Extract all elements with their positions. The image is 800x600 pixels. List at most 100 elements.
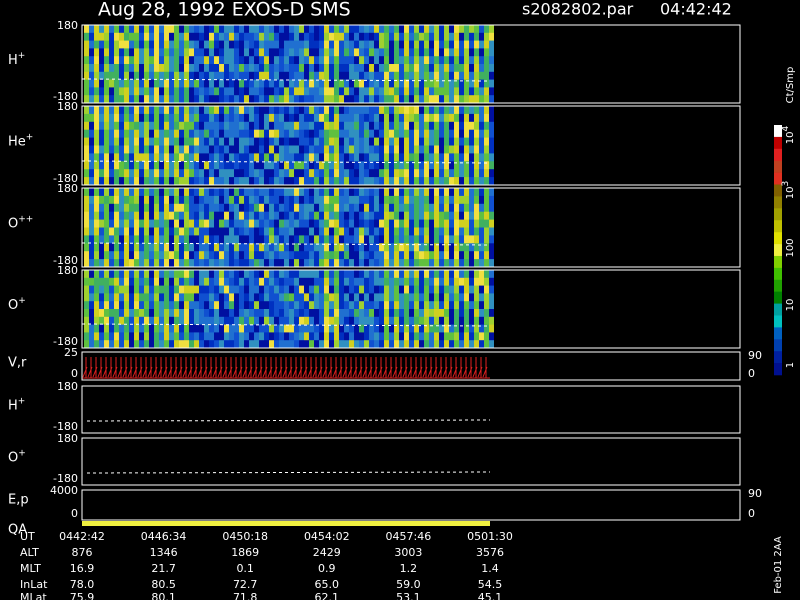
spectrogram-cell — [339, 121, 344, 131]
spectrogram-cell — [304, 153, 309, 162]
spectrogram-cell — [454, 153, 459, 162]
spectrogram-cell — [459, 203, 464, 213]
spectrogram-cell — [359, 95, 364, 104]
velocity-slash — [202, 366, 208, 378]
spectrogram-cell — [244, 79, 249, 88]
spectrogram-cell — [294, 211, 299, 221]
spectrogram-cell — [364, 48, 369, 57]
spectrogram-cell — [469, 95, 474, 104]
velocity-slash — [242, 366, 248, 378]
spectrogram-cell — [159, 106, 164, 115]
spectrogram-cell — [89, 227, 94, 236]
spectrogram-cell — [469, 106, 474, 115]
spectrogram-cell — [474, 188, 479, 197]
spectrogram-cell — [319, 106, 324, 115]
spectrogram-cell — [144, 79, 149, 88]
spectrogram-cell — [404, 316, 409, 326]
spectrogram-cell — [409, 188, 414, 197]
spectrogram-cell — [484, 79, 489, 88]
spectrogram-cell — [409, 169, 414, 178]
spectrogram-cell — [489, 95, 494, 104]
spectrogram-cell — [469, 145, 474, 154]
spectrogram-cell — [224, 40, 229, 49]
spectrogram-cell — [159, 129, 164, 139]
spectrogram-cell — [379, 129, 384, 139]
spectrogram-cell — [329, 270, 334, 279]
spectrogram-cell — [129, 106, 134, 115]
spectrogram-cell — [284, 48, 289, 57]
spectrogram-cell — [139, 87, 144, 96]
velocity-slash — [427, 366, 433, 378]
spectrogram-cell — [154, 301, 159, 310]
spectrogram-cell — [349, 235, 354, 244]
spectrogram-cell — [444, 177, 449, 186]
spectrogram-cell — [484, 243, 489, 252]
spectrogram-cell — [379, 56, 384, 65]
spectrogram-cell — [299, 324, 304, 333]
spectrogram-cell — [214, 87, 219, 96]
spectrogram-cell — [459, 161, 464, 170]
spectrogram-cell — [244, 203, 249, 213]
spectrogram-cell — [104, 177, 109, 186]
spectrogram-cell — [484, 277, 489, 287]
spectrogram-cell — [379, 32, 384, 42]
spectrogram-cell — [409, 270, 414, 279]
spectrogram-cell — [184, 227, 189, 236]
spectrogram-cell — [324, 332, 329, 341]
spectrogram-cell — [489, 113, 494, 123]
spectrogram-cell — [379, 48, 384, 57]
spectrogram-cell — [244, 169, 249, 178]
spectrogram-cell — [454, 129, 459, 139]
spectrogram-cell — [184, 177, 189, 186]
spectrogram-cell — [449, 169, 454, 178]
spectrogram-cell — [339, 87, 344, 96]
table-cell: 78.0 — [70, 578, 95, 591]
spectrogram-cell — [114, 79, 119, 88]
spectrogram-cell — [94, 145, 99, 154]
spectrogram-cell — [454, 309, 459, 318]
spectrogram-cell — [119, 177, 124, 186]
spectrogram-cell — [209, 25, 214, 34]
spectrogram-cell — [454, 324, 459, 333]
spectrogram-cell — [229, 113, 234, 123]
spectrogram-cell — [89, 32, 94, 42]
table-cell: 0446:34 — [141, 530, 187, 543]
velocity-slash — [212, 366, 218, 378]
spectrogram-cell — [444, 251, 449, 260]
spectrogram-cell — [269, 203, 274, 213]
spectrogram-cell — [434, 316, 439, 326]
spectrogram-cell — [369, 293, 374, 302]
velocity-slash — [237, 366, 243, 378]
spectrogram-cell — [214, 285, 219, 294]
spectrogram-cell — [94, 121, 99, 131]
spectrogram-cell — [184, 129, 189, 139]
velocity-slash — [422, 366, 428, 378]
spectrogram-cell — [129, 48, 134, 57]
spectrogram-cell — [274, 25, 279, 34]
spectrogram-cell — [364, 235, 369, 244]
spectrogram-cell — [319, 324, 324, 333]
spectrogram-cell — [319, 121, 324, 131]
spectrogram-cell — [419, 227, 424, 236]
spectrogram-cell — [399, 316, 404, 326]
spectrogram-cell — [459, 251, 464, 260]
spectrogram-cell — [404, 188, 409, 197]
spectrogram-cell — [84, 235, 89, 244]
spectrogram-cell — [439, 277, 444, 287]
spectrogram-cell — [209, 48, 214, 57]
velocity-slash — [152, 366, 158, 378]
spectrogram-cell — [469, 64, 474, 73]
spectrogram-cell — [244, 40, 249, 49]
spectrogram-cell — [304, 113, 309, 123]
spectrogram-cell — [294, 227, 299, 236]
spectrogram-cell — [304, 211, 309, 221]
table-cell: 21.7 — [151, 562, 176, 575]
spectrogram-cell — [389, 235, 394, 244]
spectrogram-cell — [284, 56, 289, 65]
spectrogram-cell — [429, 259, 434, 268]
velocity-slash — [397, 366, 403, 378]
spectrogram-cell — [189, 340, 194, 349]
spectrogram-cell — [404, 301, 409, 310]
spectrogram-cell — [324, 195, 329, 205]
spectrogram-cell — [119, 211, 124, 221]
